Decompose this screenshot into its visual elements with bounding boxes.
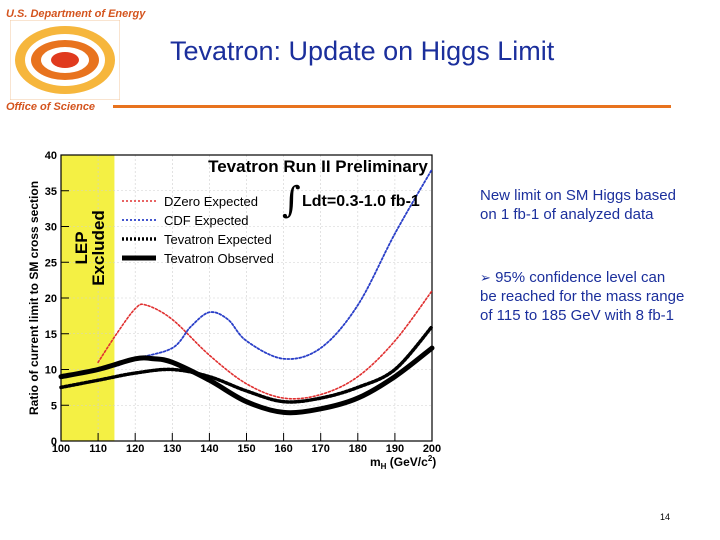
y-tick-label: 10 bbox=[45, 365, 57, 377]
band-label-lep: LEP bbox=[72, 231, 91, 264]
integral-sign: ∫ bbox=[282, 180, 301, 221]
office-label: Office of Science bbox=[6, 101, 96, 113]
x-tick-label: 200 bbox=[423, 443, 441, 455]
tevatron-observed-line bbox=[58, 345, 435, 416]
tevatron-expected-line bbox=[59, 324, 434, 404]
doe-logo bbox=[10, 20, 120, 100]
page-number: 14 bbox=[660, 512, 671, 522]
y-tick-label: 30 bbox=[45, 222, 57, 234]
x-tick-label: 130 bbox=[163, 443, 181, 455]
chart-title: Tevatron Run II Preliminary bbox=[208, 157, 428, 176]
band-label-excluded: Excluded bbox=[89, 210, 108, 286]
x-tick-label: 150 bbox=[237, 443, 255, 455]
y-tick-label: 20 bbox=[45, 293, 57, 305]
bullet-confidence-text: 95% confidence level can be reached for … bbox=[480, 269, 685, 324]
x-axis-label: mH (GeV/c2) bbox=[370, 454, 436, 471]
x-tick-label: 180 bbox=[349, 443, 367, 455]
bullet-new-limit: New limit on SM Higgs based on 1 fb-1 of… bbox=[480, 187, 676, 223]
page-title: Tevatron: Update on Higgs Limit bbox=[170, 36, 555, 66]
y-tick-label: 0 bbox=[51, 436, 57, 448]
header-rule bbox=[113, 105, 671, 108]
legend-label-dzero-expected: DZero Expected bbox=[164, 194, 258, 209]
y-tick-label: 5 bbox=[51, 400, 57, 412]
x-tick-label: 110 bbox=[89, 443, 107, 455]
legend-label-cdf-expected: CDF Expected bbox=[164, 213, 249, 228]
luminosity-annotation: Ldt=0.3-1.0 fb-1 bbox=[302, 193, 420, 210]
y-tick-label: 25 bbox=[45, 257, 57, 269]
y-axis-label: Ratio of current limit to SM cross secti… bbox=[27, 181, 41, 415]
legend-label-tevatron-expected: Tevatron Expected bbox=[164, 232, 272, 247]
x-tick-label: 170 bbox=[312, 443, 330, 455]
arrow-bullet-icon: ➢ bbox=[480, 270, 491, 285]
legend-label-tevatron-observed: Tevatron Observed bbox=[164, 251, 274, 266]
y-tick-label: 40 bbox=[45, 150, 57, 162]
y-tick-label: 35 bbox=[45, 186, 57, 198]
x-tick-label: 120 bbox=[126, 443, 144, 455]
bullet-confidence: ➢ 95% confidence level can be reached fo… bbox=[480, 268, 685, 325]
x-tick-label: 100 bbox=[52, 443, 70, 455]
y-tick-label: 15 bbox=[45, 329, 57, 341]
x-tick-label: 140 bbox=[200, 443, 218, 455]
dzero-expected-line bbox=[97, 290, 433, 400]
agency-label: U.S. Department of Energy bbox=[6, 8, 146, 20]
x-tick-label: 160 bbox=[274, 443, 292, 455]
x-tick-label: 190 bbox=[386, 443, 404, 455]
